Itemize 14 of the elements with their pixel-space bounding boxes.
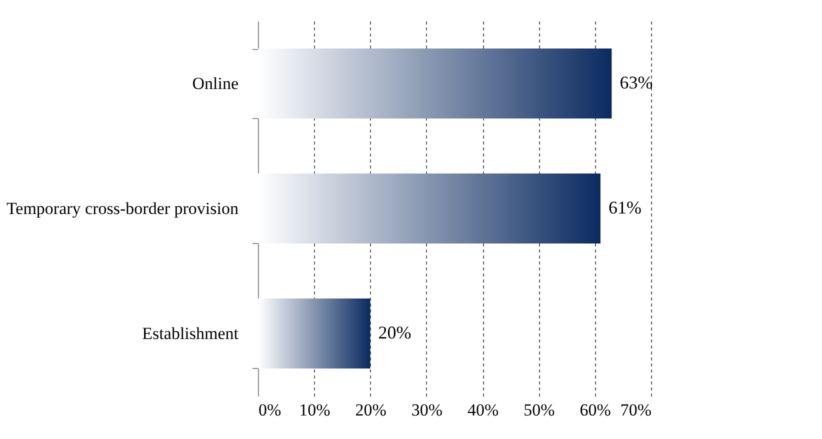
x-tick-label: 20% <box>355 400 386 420</box>
x-tick-label: 30% <box>411 400 443 420</box>
y-tick-label: Establishment <box>142 324 239 343</box>
x-tick-label: 10% <box>299 400 330 420</box>
x-tick-label: 40% <box>467 400 499 420</box>
data-label: 20% <box>378 322 412 342</box>
x-tick-label: 0% <box>258 400 282 420</box>
y-tick-label: Online <box>192 74 238 93</box>
y-tick-label: Temporary cross-border provision <box>6 199 239 218</box>
x-tick-label: 60% <box>580 400 611 420</box>
data-label: 63% <box>620 72 653 92</box>
x-tick-label: 50% <box>524 400 555 420</box>
data-label: 61% <box>608 198 642 218</box>
x-tick-label: 70% <box>620 400 652 420</box>
